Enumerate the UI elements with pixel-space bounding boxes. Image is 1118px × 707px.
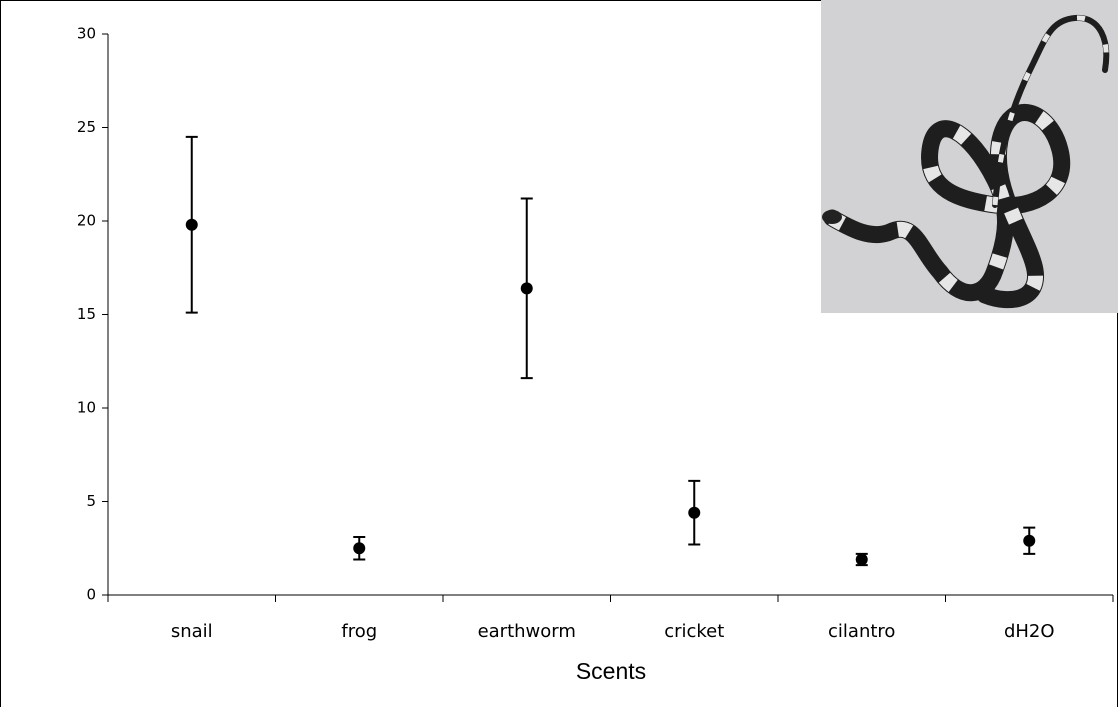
page: {"chart_data": {"type": "point", "x_labe… — [0, 0, 1118, 707]
point — [353, 542, 365, 554]
y-tick-label: 0 — [86, 586, 96, 604]
y-tick-label: 15 — [77, 305, 96, 323]
x-tick-label: cricket — [664, 621, 724, 642]
point — [856, 553, 868, 565]
y-tick-label: 10 — [77, 399, 96, 417]
x-tick-label: snail — [171, 621, 213, 642]
snake-photo — [821, 0, 1118, 313]
y-tick-label: 5 — [86, 492, 96, 510]
point — [1023, 535, 1035, 547]
x-axis-label: Scents — [576, 658, 646, 684]
point — [688, 507, 700, 519]
x-tick-label: cilantro — [828, 621, 895, 642]
point — [521, 282, 533, 294]
y-tick-label: 25 — [77, 118, 96, 136]
x-tick-label: dH2O — [1004, 621, 1055, 642]
chart: Scents 0 5 10 15 20 25 30 snail frog earthworm cri… — [0, 0, 1118, 707]
x-tick-label: earthworm — [478, 621, 576, 642]
x-tick-label: frog — [341, 621, 377, 642]
y-tick-label: 30 — [77, 25, 96, 43]
point — [186, 219, 198, 231]
y-tick-label: 20 — [77, 212, 96, 230]
